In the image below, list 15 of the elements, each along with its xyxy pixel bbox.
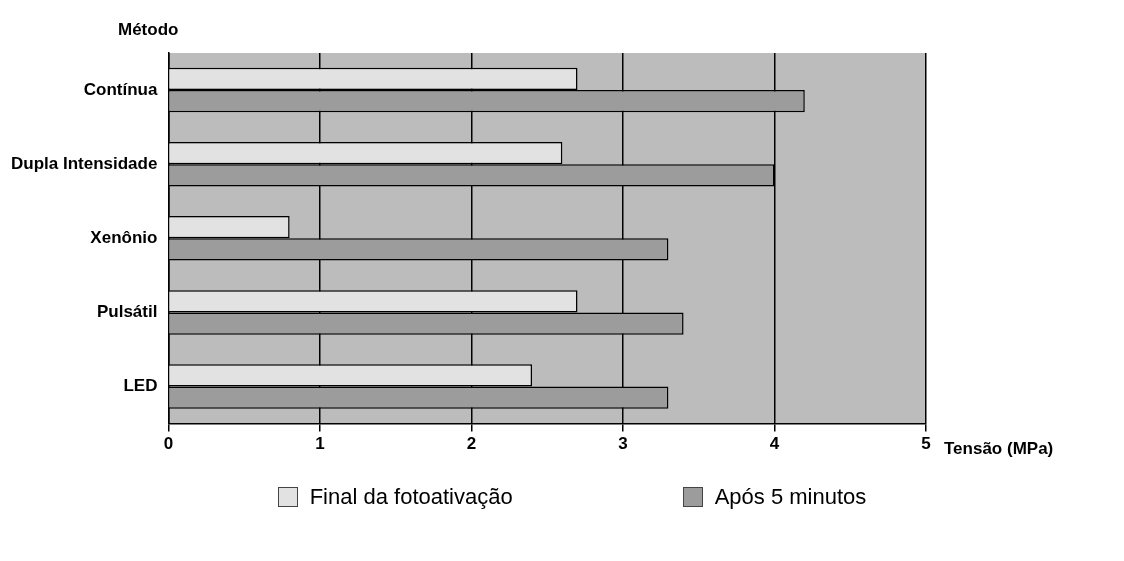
legend-label: Final da fotoativação <box>309 484 513 510</box>
x-tick-label: 0 <box>163 434 174 454</box>
y-tick-label: Dupla Intensidade <box>10 153 158 173</box>
x-tick-label: 3 <box>618 434 628 454</box>
y-tick-label: Xenônio <box>90 227 158 247</box>
x-tick-label: 1 <box>315 434 325 454</box>
y-tick-label: Pulsátil <box>96 302 158 322</box>
legend-label: Após 5 minutos <box>714 484 867 510</box>
x-tick-label: 5 <box>921 434 931 454</box>
y-tick-label: Contínua <box>83 79 158 99</box>
y-axis-title: Método <box>118 19 179 39</box>
x-tick-label: 4 <box>769 434 780 454</box>
x-axis-title: Tensão (MPa) <box>944 439 1054 459</box>
y-tick-label: LED <box>123 376 158 396</box>
x-tick-label: 2 <box>466 434 477 454</box>
